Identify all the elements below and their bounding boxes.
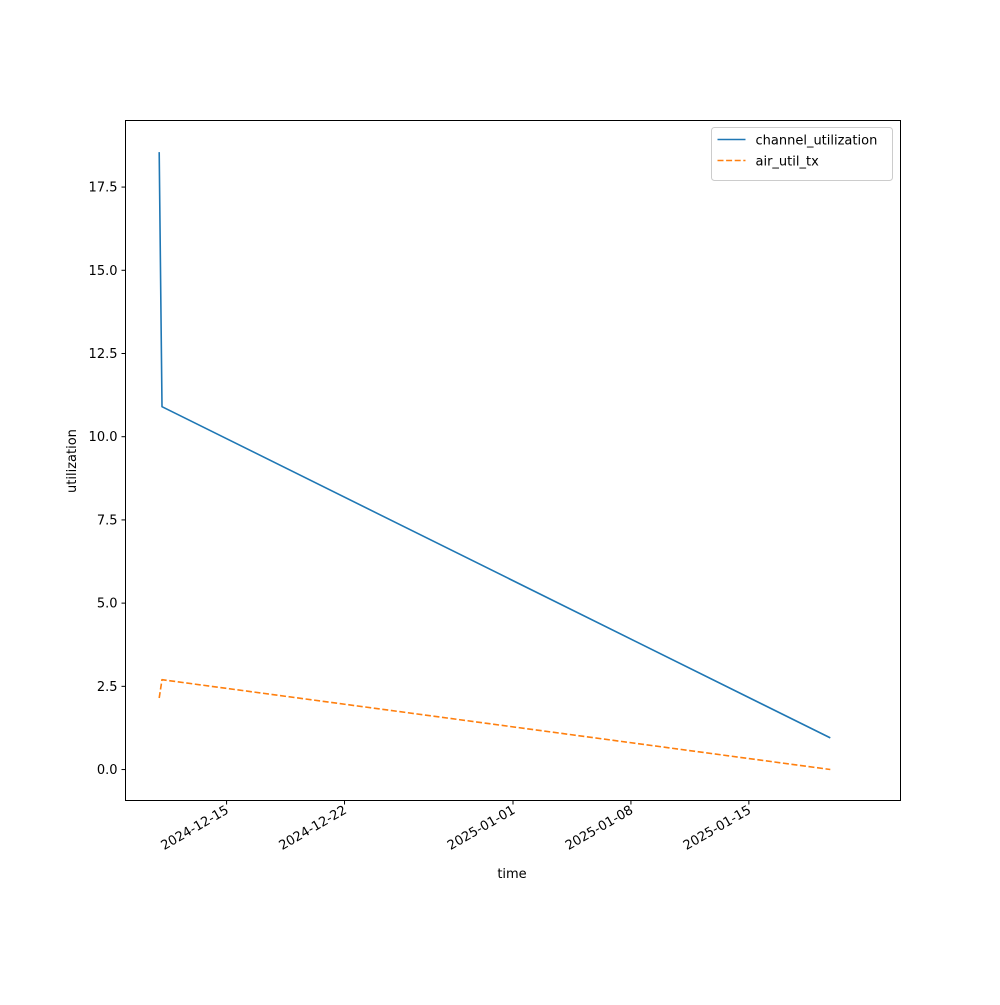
y-tick-label: 17.5 [89,181,118,196]
x-tick-label: 2024-12-15 [159,803,232,854]
x-axis: 2024-12-15 2024-12-22 2025-01-01 2025-01-08… [159,800,754,854]
legend: channel_utilization air_util_tx [711,127,893,181]
x-tick-label: 2025-01-01 [445,803,518,854]
plot-marks [158,152,831,771]
legend-label: channel_utilization [756,134,878,149]
legend-box [711,127,893,181]
y-tick-label: 12.5 [89,347,118,362]
y-tick-label: 7.5 [97,513,118,528]
legend-label: air_util_tx [756,155,820,170]
y-axis: 0.0 2.5 5.0 7.5 10.0 12.5 15.0 17.5 [89,181,126,778]
y-tick-label: 15.0 [89,264,118,279]
series-line-air-util-tx [158,678,831,771]
y-tick-label: 5.0 [97,597,118,612]
x-tick-label: 2025-01-08 [563,803,636,854]
y-tick-label: 10.0 [89,430,118,445]
x-tick-label: 2024-12-22 [277,803,350,854]
x-tick-label: 2025-01-15 [681,803,754,854]
y-axis-title: utilization [65,429,80,493]
series-line-channel-utilization [158,152,831,739]
y-tick-label: 2.5 [97,680,118,695]
x-axis-title: time [497,867,526,882]
plot-area-frame [125,120,901,801]
y-tick-label: 0.0 [97,763,118,778]
